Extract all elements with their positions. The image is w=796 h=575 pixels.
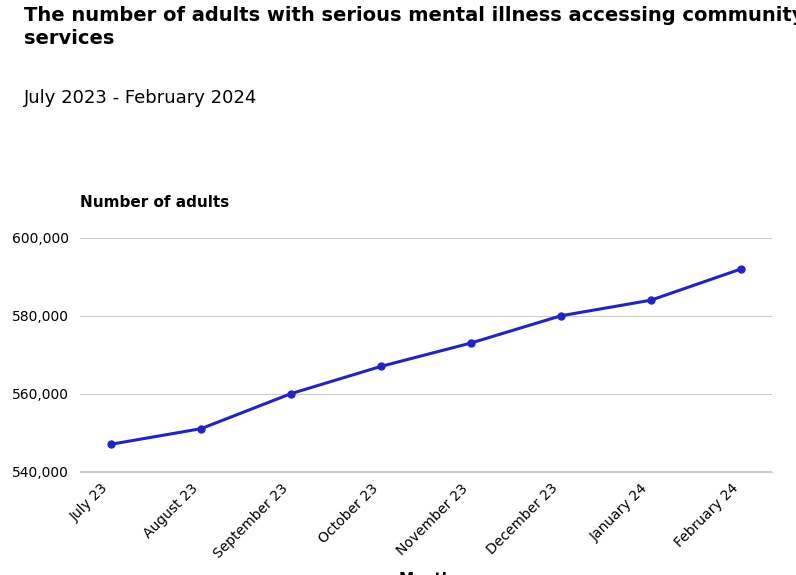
X-axis label: Month: Month bbox=[399, 572, 453, 575]
Text: July 2023 - February 2024: July 2023 - February 2024 bbox=[24, 89, 257, 107]
Text: Number of adults: Number of adults bbox=[80, 195, 229, 210]
Text: The number of adults with serious mental illness accessing community health
serv: The number of adults with serious mental… bbox=[24, 6, 796, 48]
